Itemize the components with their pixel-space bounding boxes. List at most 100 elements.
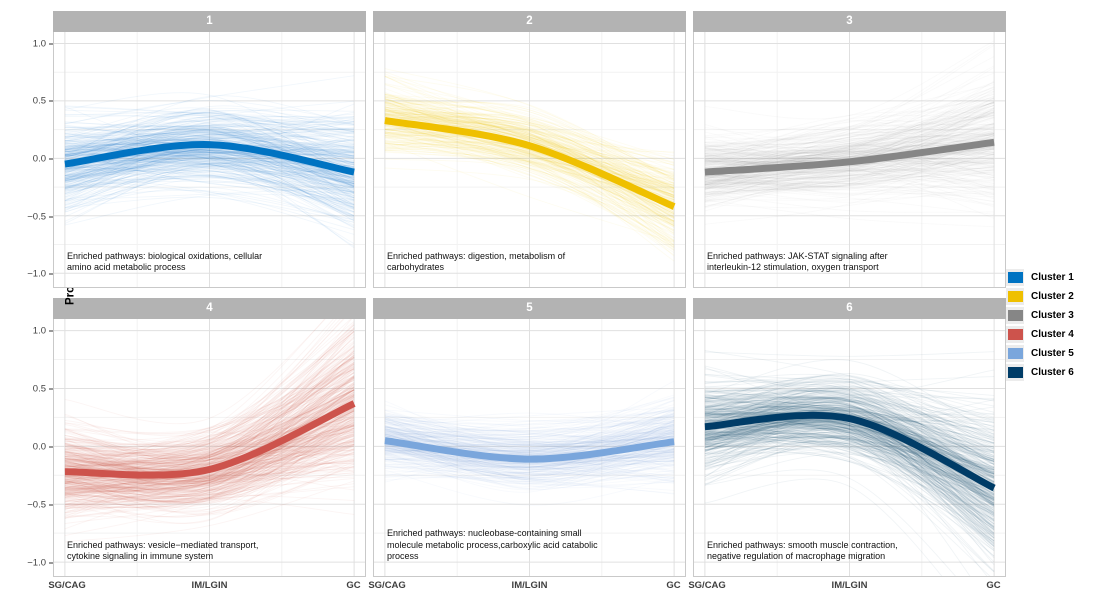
- y-tick-mark: [49, 504, 53, 506]
- x-axis-panel-2: SG/CAG IM/LGIN GC: [368, 577, 686, 595]
- legend-label: Cluster 4: [1031, 329, 1074, 340]
- facet-strip: 1: [53, 11, 366, 32]
- facet-panel-cluster-5: 5 Enriched pathways: nucleobase-containi…: [373, 298, 686, 577]
- facet-row-2: 1.0 0.5 0.0 −0.5 −1.0 4 Enriched pathway…: [20, 298, 1006, 577]
- y-tick-label: 1.0: [32, 38, 46, 50]
- legend-item: Cluster 2: [1006, 287, 1102, 306]
- facet-row-2-panels: 4 Enriched pathways: vesicle−mediated tr…: [53, 298, 1006, 577]
- legend-swatch-cluster-6: [1007, 367, 1023, 378]
- chart-area: Enriched pathways: vesicle−mediated tran…: [53, 319, 366, 577]
- legend-key: [1006, 288, 1024, 305]
- legend-key: [1006, 307, 1024, 324]
- y-axis-title-column: Protein levels (z score): [0, 0, 77, 609]
- legend-label: Cluster 5: [1031, 348, 1074, 359]
- cluster-2-line-chart: [374, 32, 685, 287]
- x-axis-row: SG/CAG IM/LGIN GC SG/CAG IM/LGIN GC SG/C…: [20, 577, 1006, 595]
- legend-item: Cluster 5: [1006, 344, 1102, 363]
- legend-swatch-cluster-1: [1007, 272, 1023, 283]
- x-tick-label: GC: [986, 580, 1001, 591]
- y-tick-mark: [49, 388, 53, 390]
- y-tick: −1.0: [27, 269, 53, 280]
- y-tick-mark: [49, 562, 53, 564]
- facet-strip: 5: [373, 298, 686, 319]
- y-tick: −1.0: [27, 558, 53, 569]
- y-tick: 1.0: [33, 38, 53, 49]
- facet-row-1-panels: 1 Enriched pathways: biological oxidatio…: [53, 11, 1006, 288]
- chart-area: Enriched pathways: JAK-STAT signaling af…: [693, 32, 1006, 288]
- x-tick-label: IM/LGIN: [511, 580, 548, 591]
- y-tick: −0.5: [27, 211, 53, 222]
- legend-label: Cluster 1: [1031, 272, 1074, 283]
- legend-key: [1006, 345, 1024, 362]
- y-tick-label: 0.0: [32, 153, 46, 165]
- legend-label: Cluster 3: [1031, 310, 1074, 321]
- y-tick-label: 0.5: [32, 95, 46, 107]
- annotation-text: Enriched pathways: nucleobase-containing…: [387, 528, 598, 562]
- y-tick-label: 0.5: [32, 383, 46, 395]
- y-tick-label: −1.0: [27, 268, 46, 280]
- y-tick-label: 1.0: [32, 325, 46, 337]
- x-tick-label: IM/LGIN: [191, 580, 228, 591]
- y-tick-mark: [49, 158, 53, 160]
- y-tick-mark: [49, 330, 53, 332]
- x-tick-label: SG/CAG: [368, 580, 406, 591]
- facet-panel-cluster-1: 1 Enriched pathways: biological oxidatio…: [53, 11, 366, 288]
- y-axis-ticks-row2: 1.0 0.5 0.0 −0.5 −1.0: [20, 319, 53, 577]
- x-axis-panel-1: SG/CAG IM/LGIN GC: [48, 577, 366, 595]
- annotation-text: Enriched pathways: smooth muscle contrac…: [707, 539, 898, 562]
- facet-panel-cluster-4: 4 Enriched pathways: vesicle−mediated tr…: [53, 298, 366, 577]
- legend-label: Cluster 6: [1031, 367, 1074, 378]
- x-axis-panel-3: SG/CAG IM/LGIN GC: [688, 577, 1006, 595]
- x-tick-label: GC: [346, 580, 361, 591]
- annotation-text: Enriched pathways: biological oxidations…: [67, 250, 263, 273]
- annotation-text: Enriched pathways: digestion, metabolism…: [387, 250, 566, 273]
- y-tick-label: 0.0: [32, 441, 46, 453]
- facet-panel-cluster-6: 6 Enriched pathways: smooth muscle contr…: [693, 298, 1006, 577]
- chart-area: Enriched pathways: nucleobase-containing…: [373, 319, 686, 577]
- chart-area: Enriched pathways: smooth muscle contrac…: [693, 319, 1006, 577]
- annotation-text: Enriched pathways: JAK-STAT signaling af…: [707, 250, 888, 273]
- chart-area: Enriched pathways: biological oxidations…: [53, 32, 366, 288]
- legend-key: [1006, 269, 1024, 286]
- y-tick-label: −1.0: [27, 557, 46, 569]
- y-tick: 0.0: [33, 153, 53, 164]
- y-tick-mark: [49, 216, 53, 217]
- legend-item: Cluster 1: [1006, 268, 1102, 287]
- legend-swatch-cluster-4: [1007, 329, 1023, 340]
- legend-item: Cluster 3: [1006, 306, 1102, 325]
- legend-item: Cluster 6: [1006, 363, 1102, 382]
- y-tick: 0.5: [33, 383, 53, 394]
- y-tick-mark: [49, 273, 53, 275]
- y-tick-label: −0.5: [27, 211, 46, 222]
- cluster-4-line-chart: [54, 319, 365, 576]
- cluster-5-line-chart: [374, 319, 685, 576]
- x-tick-label: SG/CAG: [48, 580, 86, 591]
- y-tick-mark: [49, 446, 53, 448]
- chart-area: Enriched pathways: digestion, metabolism…: [373, 32, 686, 288]
- legend-swatch-cluster-2: [1007, 291, 1023, 302]
- y-tick-mark: [49, 100, 53, 102]
- legend-label: Cluster 2: [1031, 291, 1074, 302]
- annotation-text: Enriched pathways: vesicle−mediated tran…: [67, 539, 259, 562]
- legend-key: [1006, 364, 1024, 381]
- legend-swatch-cluster-5: [1007, 348, 1023, 359]
- facet-grid: 1.0 0.5 0.0 −0.5 −1.0 1 Enriched pathway…: [20, 0, 1006, 609]
- cluster-1-line-chart: [54, 32, 365, 287]
- x-tick-label: GC: [666, 580, 681, 591]
- facet-strip: 6: [693, 298, 1006, 319]
- cluster-6-line-chart: [694, 319, 1005, 576]
- facet-row-1: 1.0 0.5 0.0 −0.5 −1.0 1 Enriched pathway…: [20, 11, 1006, 288]
- facet-panel-cluster-2: 2 Enriched pathways: digestion, metaboli…: [373, 11, 686, 288]
- facet-strip: 2: [373, 11, 686, 32]
- legend: Cluster 1 Cluster 2 Cluster 3 Cluster 4 …: [1006, 268, 1102, 382]
- y-axis-ticks-row1: 1.0 0.5 0.0 −0.5 −1.0: [20, 32, 53, 288]
- y-tick: 1.0: [33, 325, 53, 336]
- legend-swatch-cluster-3: [1007, 310, 1023, 321]
- x-axis-cells: SG/CAG IM/LGIN GC SG/CAG IM/LGIN GC SG/C…: [48, 577, 1006, 595]
- y-tick: −0.5: [27, 499, 53, 510]
- y-tick-label: −0.5: [27, 499, 46, 511]
- facet-strip: 4: [53, 298, 366, 319]
- y-tick-mark: [49, 43, 53, 45]
- x-tick-label: IM/LGIN: [831, 580, 868, 591]
